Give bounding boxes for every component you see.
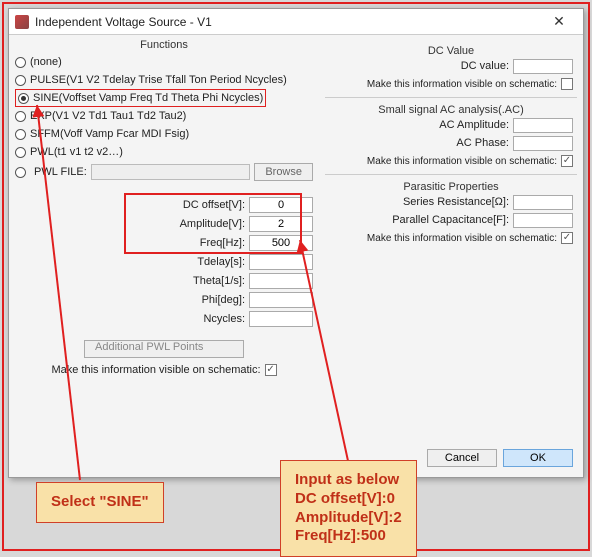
callout-sine: Select "SINE" — [36, 482, 164, 523]
dc-value-row: DC value: — [325, 57, 573, 75]
radio-icon — [18, 93, 29, 104]
func-option-sine[interactable]: SINE(Voffset Vamp Freq Td Theta Phi Ncyc… — [15, 89, 266, 107]
dc-title: DC Value — [325, 45, 577, 57]
func-option-exp[interactable]: EXP(V1 V2 Td1 Tau1 Td2 Tau2) — [15, 107, 313, 125]
ac-schematic-row: Make this information visible on schemat… — [325, 152, 573, 170]
dialog-window: Independent Voltage Source - V1 ✕ Functi… — [8, 8, 584, 478]
parasitic-schematic-label: Make this information visible on schemat… — [367, 233, 557, 244]
param-label: Freq[Hz]: — [135, 237, 245, 249]
radio-icon — [15, 75, 26, 86]
dc-schematic-label: Make this information visible on schemat… — [367, 79, 557, 90]
dc-schematic-checkbox[interactable] — [561, 78, 573, 90]
param-input[interactable] — [249, 273, 313, 289]
parasitic-r-label: Series Resistance[Ω]: — [403, 196, 509, 208]
window-title: Independent Voltage Source - V1 — [35, 15, 541, 29]
param-label: DC offset[V]: — [135, 199, 245, 211]
additional-pwl-button[interactable]: Additional PWL Points — [84, 340, 244, 358]
ac-phase-row: AC Phase: — [325, 134, 573, 152]
param-dc-offset: DC offset[V]: 0 — [15, 195, 313, 214]
schematic-label: Make this information visible on schemat… — [51, 364, 260, 376]
parasitic-r-input[interactable] — [513, 195, 573, 210]
ac-phase-input[interactable] — [513, 136, 573, 151]
parasitic-schematic-row: Make this information visible on schemat… — [325, 229, 573, 247]
callout-input: Input as below DC offset[V]:0 Amplitude[… — [280, 460, 417, 557]
close-icon[interactable]: ✕ — [541, 13, 577, 30]
ac-phase-label: AC Phase: — [456, 137, 509, 149]
app-icon — [15, 15, 29, 29]
parasitic-schematic-checkbox[interactable] — [561, 232, 573, 244]
func-option-none[interactable]: (none) — [15, 53, 313, 71]
ok-button[interactable]: OK — [503, 449, 573, 467]
option-label: PWL(t1 v1 t2 v2…) — [30, 146, 123, 158]
param-amplitude: Amplitude[V]: 2 — [15, 214, 313, 233]
parasitic-title: Parasitic Properties — [325, 181, 577, 193]
radio-icon — [15, 147, 26, 158]
ac-amp-label: AC Amplitude: — [439, 119, 509, 131]
param-label: Tdelay[s]: — [135, 256, 245, 268]
option-label: EXP(V1 V2 Td1 Tau1 Td2 Tau2) — [30, 110, 186, 122]
func-option-pulse[interactable]: PULSE(V1 V2 Tdelay Trise Tfall Ton Perio… — [15, 71, 313, 89]
param-input[interactable] — [249, 311, 313, 327]
param-label: Ncycles: — [135, 313, 245, 325]
cancel-button[interactable]: Cancel — [427, 449, 497, 467]
functions-pane: Functions (none) PULSE(V1 V2 Tdelay Tris… — [9, 35, 319, 477]
parasitic-c-row: Parallel Capacitance[F]: — [325, 211, 573, 229]
param-tdelay: Tdelay[s]: — [15, 252, 313, 271]
func-option-pwl-file[interactable]: PWL FILE: Browse — [15, 163, 313, 181]
param-phi: Phi[deg]: — [15, 290, 313, 309]
dc-value-label: DC value: — [461, 60, 509, 72]
param-label: Amplitude[V]: — [135, 218, 245, 230]
dialog-buttons: Cancel OK — [427, 449, 573, 467]
option-label: PWL FILE: — [34, 166, 87, 178]
ac-schematic-label: Make this information visible on schemat… — [367, 156, 557, 167]
functions-schematic-row: Make this information visible on schemat… — [15, 364, 313, 376]
param-input[interactable]: 500 — [249, 235, 313, 251]
ac-title: Small signal AC analysis(.AC) — [325, 104, 577, 116]
parasitic-c-input[interactable] — [513, 213, 573, 228]
param-freq: Freq[Hz]: 500 — [15, 233, 313, 252]
ac-amp-input[interactable] — [513, 118, 573, 133]
option-label: (none) — [30, 56, 62, 68]
param-label: Theta[1/s]: — [135, 275, 245, 287]
parasitic-r-row: Series Resistance[Ω]: — [325, 193, 573, 211]
param-input[interactable] — [249, 254, 313, 270]
callout-text: Select "SINE" — [51, 493, 149, 510]
radio-icon — [15, 167, 26, 178]
pwl-file-input[interactable] — [91, 164, 251, 180]
ac-schematic-checkbox[interactable] — [561, 155, 573, 167]
schematic-checkbox[interactable] — [265, 364, 277, 376]
parasitic-c-label: Parallel Capacitance[F]: — [392, 214, 509, 226]
option-label: SFFM(Voff Vamp Fcar MDI Fsig) — [30, 128, 189, 140]
param-label: Phi[deg]: — [135, 294, 245, 306]
functions-title: Functions — [15, 39, 313, 51]
func-option-pwl[interactable]: PWL(t1 v1 t2 v2…) — [15, 143, 313, 161]
param-input[interactable]: 0 — [249, 197, 313, 213]
ac-amp-row: AC Amplitude: — [325, 116, 573, 134]
radio-icon — [15, 57, 26, 68]
param-input[interactable] — [249, 292, 313, 308]
right-pane: DC Value DC value: Make this information… — [319, 35, 583, 477]
browse-button[interactable]: Browse — [254, 163, 313, 181]
param-ncycles: Ncycles: — [15, 309, 313, 328]
radio-icon — [15, 129, 26, 140]
option-label: PULSE(V1 V2 Tdelay Trise Tfall Ton Perio… — [30, 74, 287, 86]
titlebar: Independent Voltage Source - V1 ✕ — [9, 9, 583, 35]
option-label: SINE(Voffset Vamp Freq Td Theta Phi Ncyc… — [33, 92, 263, 104]
callout-text: Input as below DC offset[V]:0 Amplitude[… — [295, 471, 402, 544]
func-option-sffm[interactable]: SFFM(Voff Vamp Fcar MDI Fsig) — [15, 125, 313, 143]
dc-value-input[interactable] — [513, 59, 573, 74]
dc-schematic-row: Make this information visible on schemat… — [325, 75, 573, 93]
param-block: DC offset[V]: 0 Amplitude[V]: 2 Freq[Hz]… — [15, 195, 313, 328]
radio-icon — [15, 111, 26, 122]
param-input[interactable]: 2 — [249, 216, 313, 232]
param-theta: Theta[1/s]: — [15, 271, 313, 290]
